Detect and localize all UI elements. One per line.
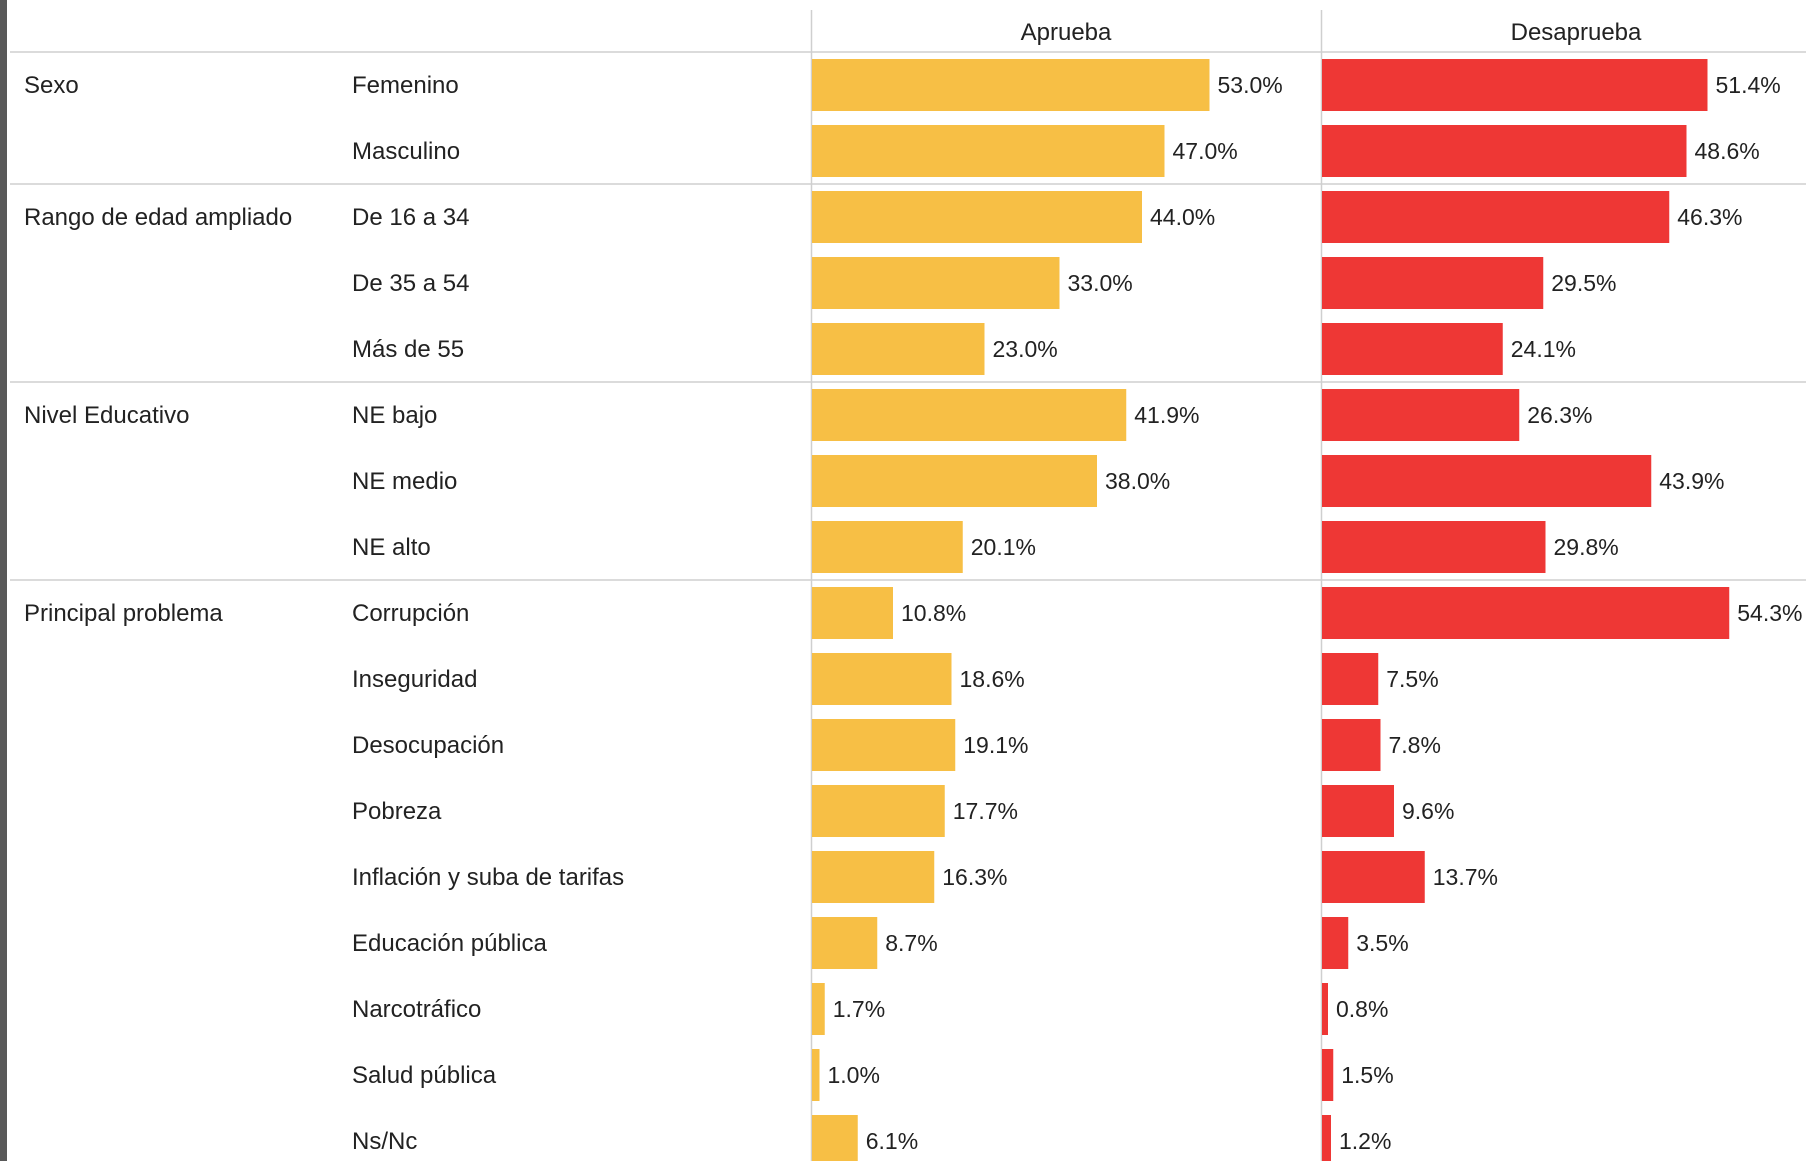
bar-desaprueba <box>1322 257 1544 309</box>
value-label-desaprueba: 54.3% <box>1737 600 1802 626</box>
bar-aprueba <box>812 59 1210 111</box>
category-label: NE alto <box>352 534 431 561</box>
category-label: Masculino <box>352 138 460 165</box>
value-label-aprueba: 19.1% <box>963 732 1028 758</box>
value-label-desaprueba: 51.4% <box>1716 72 1781 98</box>
value-label-aprueba: 17.7% <box>953 798 1018 824</box>
category-label: De 16 a 34 <box>352 204 469 231</box>
value-label-desaprueba: 9.6% <box>1402 798 1454 824</box>
bar-aprueba <box>812 1049 820 1101</box>
bar-desaprueba <box>1322 917 1349 969</box>
bar-desaprueba <box>1322 719 1381 771</box>
value-label-desaprueba: 0.8% <box>1336 996 1388 1022</box>
bar-desaprueba <box>1322 587 1730 639</box>
panel-header-aprueba: Aprueba <box>1021 19 1112 46</box>
value-label-desaprueba: 24.1% <box>1511 336 1576 362</box>
category-label: Pobreza <box>352 798 442 825</box>
bar-desaprueba <box>1322 389 1520 441</box>
value-label-desaprueba: 48.6% <box>1695 138 1760 164</box>
value-label-desaprueba: 29.8% <box>1554 534 1619 560</box>
bar-aprueba <box>812 719 956 771</box>
category-label: Salud pública <box>352 1062 497 1089</box>
category-label: Educación pública <box>352 930 547 957</box>
bar-aprueba <box>812 983 825 1035</box>
value-label-desaprueba: 13.7% <box>1433 864 1498 890</box>
value-label-aprueba: 10.8% <box>901 600 966 626</box>
value-label-aprueba: 18.6% <box>960 666 1025 692</box>
bar-aprueba <box>812 389 1127 441</box>
category-label: Corrupción <box>352 600 469 627</box>
value-label-desaprueba: 46.3% <box>1677 204 1742 230</box>
bar-aprueba <box>812 653 952 705</box>
value-label-aprueba: 47.0% <box>1173 138 1238 164</box>
bar-desaprueba <box>1322 785 1394 837</box>
category-label: Desocupación <box>352 732 504 759</box>
group-label: Principal problema <box>24 600 223 627</box>
bar-aprueba <box>812 125 1165 177</box>
bar-aprueba <box>812 1115 858 1161</box>
bar-desaprueba <box>1322 1115 1331 1161</box>
category-label: Más de 55 <box>352 336 464 363</box>
bar-aprueba <box>812 191 1142 243</box>
bar-aprueba <box>812 587 893 639</box>
value-label-desaprueba: 1.5% <box>1341 1062 1393 1088</box>
value-label-aprueba: 20.1% <box>971 534 1036 560</box>
bar-aprueba <box>812 851 935 903</box>
category-label: Inseguridad <box>352 666 477 693</box>
bar-desaprueba <box>1322 455 1652 507</box>
value-label-desaprueba: 29.5% <box>1551 270 1616 296</box>
bar-desaprueba <box>1322 521 1546 573</box>
value-label-desaprueba: 3.5% <box>1356 930 1408 956</box>
value-label-desaprueba: 1.2% <box>1339 1128 1391 1154</box>
category-label: NE bajo <box>352 402 437 429</box>
category-label: Narcotráfico <box>352 996 481 1023</box>
bar-aprueba <box>812 521 963 573</box>
bar-aprueba <box>812 455 1097 507</box>
value-label-aprueba: 38.0% <box>1105 468 1170 494</box>
bar-aprueba <box>812 917 878 969</box>
window-left-edge <box>0 0 7 1161</box>
value-label-aprueba: 8.7% <box>885 930 937 956</box>
value-label-aprueba: 53.0% <box>1218 72 1283 98</box>
value-label-aprueba: 23.0% <box>993 336 1058 362</box>
value-label-aprueba: 44.0% <box>1150 204 1215 230</box>
value-label-desaprueba: 43.9% <box>1659 468 1724 494</box>
category-label: Ns/Nc <box>352 1128 417 1155</box>
bar-desaprueba <box>1322 851 1425 903</box>
bar-desaprueba <box>1322 653 1379 705</box>
group-label: Rango de edad ampliado <box>24 204 292 231</box>
bar-aprueba <box>812 323 985 375</box>
panel-header-desaprueba: Desaprueba <box>1511 19 1642 46</box>
category-label: De 35 a 54 <box>352 270 469 297</box>
value-label-desaprueba: 7.5% <box>1386 666 1438 692</box>
value-label-desaprueba: 26.3% <box>1527 402 1592 428</box>
bar-aprueba <box>812 785 945 837</box>
value-label-aprueba: 1.7% <box>833 996 885 1022</box>
category-label: Femenino <box>352 72 459 99</box>
value-label-aprueba: 1.0% <box>828 1062 880 1088</box>
bar-desaprueba <box>1322 1049 1334 1101</box>
group-label: Nivel Educativo <box>24 402 189 429</box>
value-label-desaprueba: 7.8% <box>1389 732 1441 758</box>
bar-desaprueba <box>1322 191 1670 243</box>
value-label-aprueba: 33.0% <box>1068 270 1133 296</box>
group-label: Sexo <box>24 72 79 99</box>
value-label-aprueba: 16.3% <box>942 864 1007 890</box>
bar-desaprueba <box>1322 323 1503 375</box>
bar-desaprueba <box>1322 983 1328 1035</box>
bar-aprueba <box>812 257 1060 309</box>
category-label: NE medio <box>352 468 457 495</box>
value-label-aprueba: 6.1% <box>866 1128 918 1154</box>
category-label: Inflación y suba de tarifas <box>352 864 624 891</box>
value-label-aprueba: 41.9% <box>1134 402 1199 428</box>
bar-desaprueba <box>1322 59 1708 111</box>
bar-desaprueba <box>1322 125 1687 177</box>
